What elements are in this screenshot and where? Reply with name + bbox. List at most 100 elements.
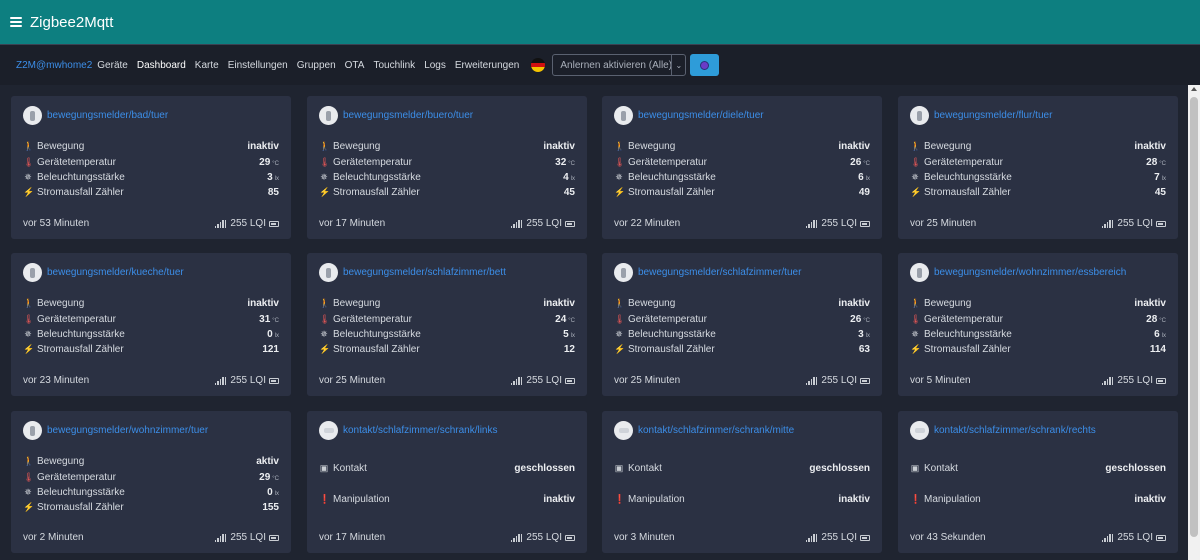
scrollbar[interactable] bbox=[1188, 85, 1200, 560]
lqi-value: 255 LQI bbox=[526, 375, 562, 386]
value-row: 🌡 Gerätetemperatur 28 °C bbox=[910, 311, 1166, 326]
value-number: 5 bbox=[563, 328, 569, 340]
value-text: 6 lx bbox=[858, 172, 870, 183]
nav-item-erweiterungen[interactable]: Erweiterungen bbox=[454, 59, 520, 71]
chevron-down-icon[interactable]: ⌄ bbox=[671, 55, 685, 75]
card-values: 🚶 Bewegung inaktiv 🌡 Gerätetemperatur 31 °C ✵ Be… bbox=[23, 296, 279, 358]
value-label: Gerätetemperatur bbox=[924, 156, 1003, 168]
device-link[interactable]: bewegungsmelder/schlafzimmer/tuer bbox=[638, 267, 802, 278]
value-row: 🚶 Bewegung inaktiv bbox=[23, 296, 279, 311]
last-seen: vor 25 Minuten bbox=[910, 218, 977, 229]
device-link[interactable]: bewegungsmelder/diele/tuer bbox=[638, 110, 764, 121]
lqi-value: 255 LQI bbox=[230, 532, 266, 543]
nav-item-karte[interactable]: Karte bbox=[194, 59, 219, 71]
door-icon: ▣ bbox=[910, 463, 920, 474]
value-label: Bewegung bbox=[37, 298, 85, 310]
value-row: 🚶 Bewegung inaktiv bbox=[910, 296, 1166, 311]
value-number: 26 bbox=[850, 156, 862, 168]
nav-item-dashboard[interactable]: Dashboard bbox=[136, 59, 186, 71]
scrollbar-thumb[interactable] bbox=[1190, 97, 1198, 537]
value-unit: °C bbox=[272, 160, 279, 167]
lqi-value: 255 LQI bbox=[821, 532, 857, 543]
signal-icon bbox=[510, 376, 524, 385]
device-card: bewegungsmelder/wohnzimmer/essbereich 🚶 Be… bbox=[898, 253, 1178, 396]
device-card: kontakt/schlafzimmer/schrank/rechts ▣ Kont… bbox=[898, 411, 1178, 553]
value-number: 29 bbox=[259, 156, 271, 168]
value-number: 45 bbox=[1154, 187, 1166, 199]
value-row: ✵ Beleuchtungsstärke 4 lx bbox=[319, 170, 575, 185]
device-link[interactable]: bewegungsmelder/kueche/tuer bbox=[47, 267, 184, 278]
value-row: 🚶 Bewegung inaktiv bbox=[910, 139, 1166, 154]
device-link[interactable]: bewegungsmelder/bad/tuer bbox=[47, 110, 169, 121]
nav-item-geraete[interactable]: Geräte bbox=[97, 59, 128, 71]
device-link[interactable]: bewegungsmelder/wohnzimmer/essbereich bbox=[934, 267, 1127, 278]
nav-item-einstellungen[interactable]: Einstellungen bbox=[227, 59, 288, 71]
walking-icon: 🚶 bbox=[23, 456, 35, 467]
value-text: geschlossen bbox=[1105, 463, 1166, 474]
device-image bbox=[319, 263, 338, 282]
nav-item-logs[interactable]: Logs bbox=[424, 59, 446, 71]
battery-icon bbox=[565, 220, 575, 227]
card-footer: vor 23 Minuten 255 LQI bbox=[23, 375, 279, 386]
value-row: 🌡 Gerätetemperatur 29 °C bbox=[23, 154, 279, 169]
nav-item-touchlink[interactable]: Touchlink bbox=[373, 59, 416, 71]
menu-icon[interactable] bbox=[10, 17, 22, 27]
value-row: ▣ Kontakt geschlossen bbox=[614, 461, 870, 476]
walking-icon: 🚶 bbox=[614, 298, 626, 309]
sun-icon: ✵ bbox=[320, 328, 328, 339]
app-header: Zigbee2Mqtt bbox=[0, 0, 1200, 44]
value-text: 29 °C bbox=[259, 472, 279, 483]
german-flag-icon[interactable] bbox=[531, 58, 546, 72]
main-nav: Z2M@mwhome2 Geräte Dashboard Karte Einst… bbox=[0, 45, 1200, 85]
walking-icon: 🚶 bbox=[23, 141, 35, 152]
card-values: 🚶 Bewegung inaktiv 🌡 Gerätetemperatur 28 °C ✵ Be… bbox=[910, 296, 1166, 358]
thermometer-icon: 🌡 bbox=[23, 313, 35, 324]
nav-brand-link[interactable]: Z2M@mwhome2 bbox=[16, 59, 93, 71]
card-header: bewegungsmelder/wohnzimmer/tuer bbox=[23, 421, 208, 440]
sensor-icon bbox=[30, 267, 35, 278]
value-row: 🌡 Gerätetemperatur 32 °C bbox=[319, 154, 575, 169]
device-link[interactable]: bewegungsmelder/buero/tuer bbox=[343, 110, 474, 121]
value-number: 63 bbox=[858, 344, 870, 356]
sensor-icon bbox=[30, 425, 35, 436]
value-row: ❗ Manipulation inaktiv bbox=[910, 491, 1166, 506]
value-text: aktiv bbox=[256, 456, 279, 467]
value-text: 3 lx bbox=[858, 329, 870, 340]
device-link[interactable]: bewegungsmelder/schlafzimmer/bett bbox=[343, 267, 506, 278]
card-footer: vor 5 Minuten 255 LQI bbox=[910, 375, 1166, 386]
nav-item-gruppen[interactable]: Gruppen bbox=[296, 59, 336, 71]
device-link[interactable]: bewegungsmelder/flur/tuer bbox=[934, 110, 1053, 121]
card-footer: vor 17 Minuten 255 LQI bbox=[319, 218, 575, 229]
value-number: inaktiv bbox=[247, 298, 279, 310]
device-link[interactable]: bewegungsmelder/wohnzimmer/tuer bbox=[47, 425, 209, 436]
sun-icon: ✵ bbox=[24, 486, 32, 497]
value-unit: °C bbox=[568, 317, 575, 324]
lqi-value: 255 LQI bbox=[526, 532, 562, 543]
device-link[interactable]: kontakt/schlafzimmer/schrank/links bbox=[343, 425, 498, 436]
permit-join-select[interactable]: Anlernen aktivieren (Alle) ⌄ bbox=[552, 54, 687, 76]
card-footer: vor 22 Minuten 255 LQI bbox=[614, 218, 870, 229]
value-text: 85 bbox=[268, 187, 279, 198]
card-values: 🚶 Bewegung inaktiv 🌡 Gerätetemperatur 26 °C ✵ Be… bbox=[614, 296, 870, 358]
device-link[interactable]: kontakt/schlafzimmer/schrank/rechts bbox=[934, 425, 1096, 436]
value-label: Kontakt bbox=[924, 463, 958, 475]
value-number: 0 bbox=[267, 328, 273, 340]
device-link[interactable]: kontakt/schlafzimmer/schrank/mitte bbox=[638, 425, 795, 436]
value-unit: °C bbox=[1159, 317, 1166, 324]
lqi-value: 255 LQI bbox=[821, 375, 857, 386]
lqi-value: 255 LQI bbox=[230, 375, 266, 386]
value-label: Stromausfall Zähler bbox=[37, 187, 124, 199]
last-seen: vor 22 Minuten bbox=[614, 218, 681, 229]
nav-item-ota[interactable]: OTA bbox=[344, 59, 365, 71]
last-seen: vor 5 Minuten bbox=[910, 375, 971, 386]
value-text: 63 bbox=[859, 344, 870, 355]
value-number: 4 bbox=[563, 171, 569, 183]
scroll-up-icon[interactable] bbox=[1191, 87, 1197, 91]
battery-icon bbox=[565, 377, 575, 384]
permit-join-button[interactable] bbox=[690, 54, 720, 76]
value-number: 45 bbox=[563, 187, 575, 199]
value-number: 32 bbox=[555, 156, 567, 168]
value-label: Bewegung bbox=[333, 141, 381, 153]
value-text: 32 °C bbox=[555, 157, 575, 168]
value-text: 12 bbox=[564, 344, 575, 355]
